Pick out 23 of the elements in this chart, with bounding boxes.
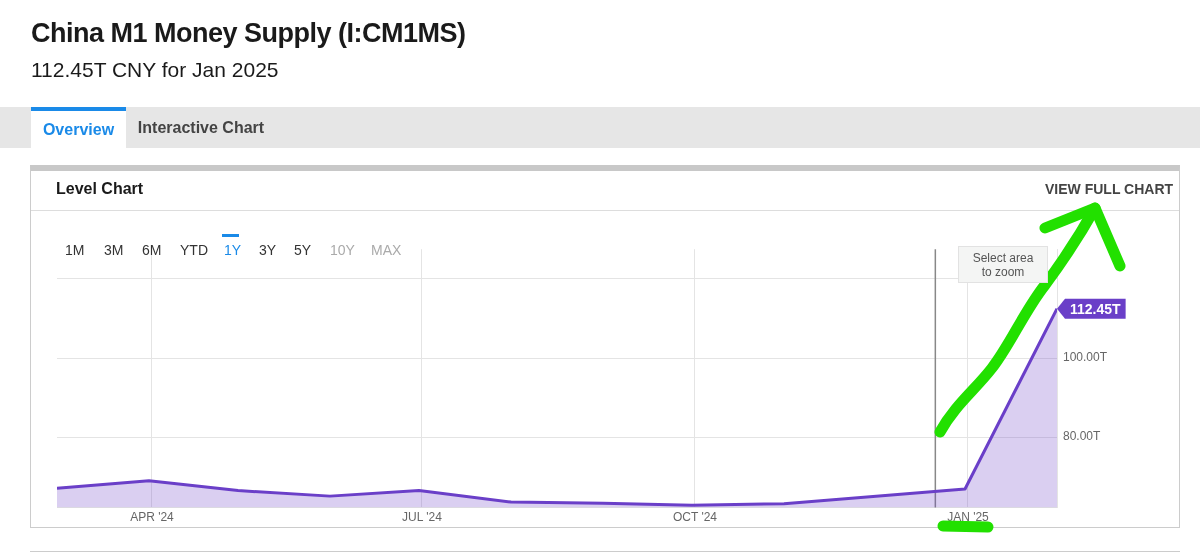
annotation: 3Y bbox=[259, 242, 277, 258]
text: Level Chart bbox=[56, 180, 144, 198]
x-tick-label: JAN '25 bbox=[947, 510, 990, 525]
annotation: 1Y bbox=[224, 242, 242, 258]
x-tick-label: APR '24 bbox=[130, 510, 175, 525]
data-label: 112.45T bbox=[1070, 300, 1122, 317]
hint-box: Select area to zoom bbox=[958, 246, 1048, 283]
chart-subtitle: 112.45T CNY for Jan 2025 bbox=[31, 58, 279, 82]
annotation: 6M bbox=[142, 242, 162, 258]
text: Overview bbox=[31, 107, 126, 148]
annotation: 5Y bbox=[294, 242, 312, 258]
y-tick-label: 100.00T bbox=[1063, 350, 1108, 365]
x-tick-label: JUL '24 bbox=[402, 510, 443, 525]
text: VIEW FULL CHART bbox=[1045, 181, 1174, 197]
y-tick-label: 80.00T bbox=[1063, 429, 1102, 444]
text: Interactive Chart bbox=[136, 117, 266, 138]
annotation: MAX bbox=[371, 242, 402, 258]
x-tick-label: OCT '24 bbox=[672, 510, 718, 525]
annotation: 3M bbox=[104, 242, 124, 258]
annotation: 1M bbox=[65, 242, 85, 258]
annotation: YTD bbox=[180, 242, 208, 258]
annotation: 10Y bbox=[330, 242, 355, 258]
chart-title: China M1 Money Supply (I:CM1MS) bbox=[31, 18, 466, 49]
